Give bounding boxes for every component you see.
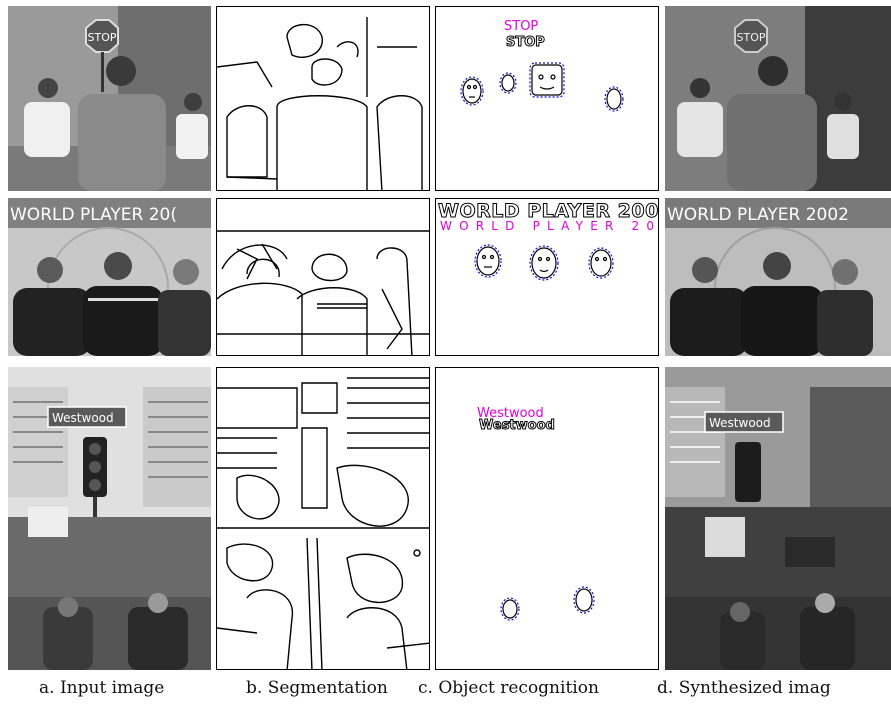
row3-recognized-magenta-text: Westwood xyxy=(477,406,544,421)
row1-object-recognition: STOP STOP xyxy=(435,6,659,191)
caption-object-recognition: c. Object recognition xyxy=(418,678,599,698)
row2-input-image: WORLD PLAYER 20( xyxy=(8,198,211,356)
row2-recognized-outline-text: WORLD PLAYER 2002 xyxy=(438,200,659,223)
row3-synth-sign-text: Westwood xyxy=(709,416,771,430)
row2-input-banner-text: WORLD PLAYER 20( xyxy=(10,205,177,225)
row2-face-2 xyxy=(531,247,557,279)
row2-face-3 xyxy=(590,249,612,277)
row2-object-recognition: WORLD PLAYER 2002 WORLD PLAYER 2002 xyxy=(435,198,659,356)
row1-synth-stop-text: STOP xyxy=(737,31,766,44)
row1-recognized-stop-outline: STOP xyxy=(506,35,546,51)
row2-face-1 xyxy=(476,246,500,276)
row2-synthesized-image: WORLD PLAYER 2002 xyxy=(665,198,891,356)
row3-synthesized-image: Westwood xyxy=(665,367,891,670)
row3-input-image: Westwood xyxy=(8,367,211,670)
row1-face-2 xyxy=(501,74,515,92)
row1-face-1 xyxy=(462,78,482,104)
row3-recognized-outline-text: Westwood xyxy=(479,418,556,434)
row3-face-1 xyxy=(502,599,518,619)
row1-face-4 xyxy=(606,88,622,110)
caption-input-image: a. Input image xyxy=(39,678,165,698)
row2-synth-banner-text: WORLD PLAYER 2002 xyxy=(667,205,849,225)
row2-segmentation xyxy=(216,198,430,356)
row1-stop-sign-text: STOP xyxy=(88,31,117,44)
row3-street-sign-text: Westwood xyxy=(52,411,114,425)
row3-segmentation xyxy=(216,367,430,670)
row1-face-3 xyxy=(531,64,563,96)
caption-synthesized-image: d. Synthesized imag xyxy=(657,678,831,698)
row1-segmentation xyxy=(216,6,430,191)
row3-face-2 xyxy=(575,588,593,612)
row1-recognized-stop-magenta: STOP xyxy=(504,19,539,34)
caption-segmentation: b. Segmentation xyxy=(246,678,388,698)
row3-object-recognition: Westwood Westwood xyxy=(435,367,659,670)
row1-input-image: STOP xyxy=(8,6,211,191)
row2-recognized-magenta-text: WORLD PLAYER 2002 xyxy=(440,219,659,233)
row1-synthesized-image: STOP xyxy=(665,6,891,191)
